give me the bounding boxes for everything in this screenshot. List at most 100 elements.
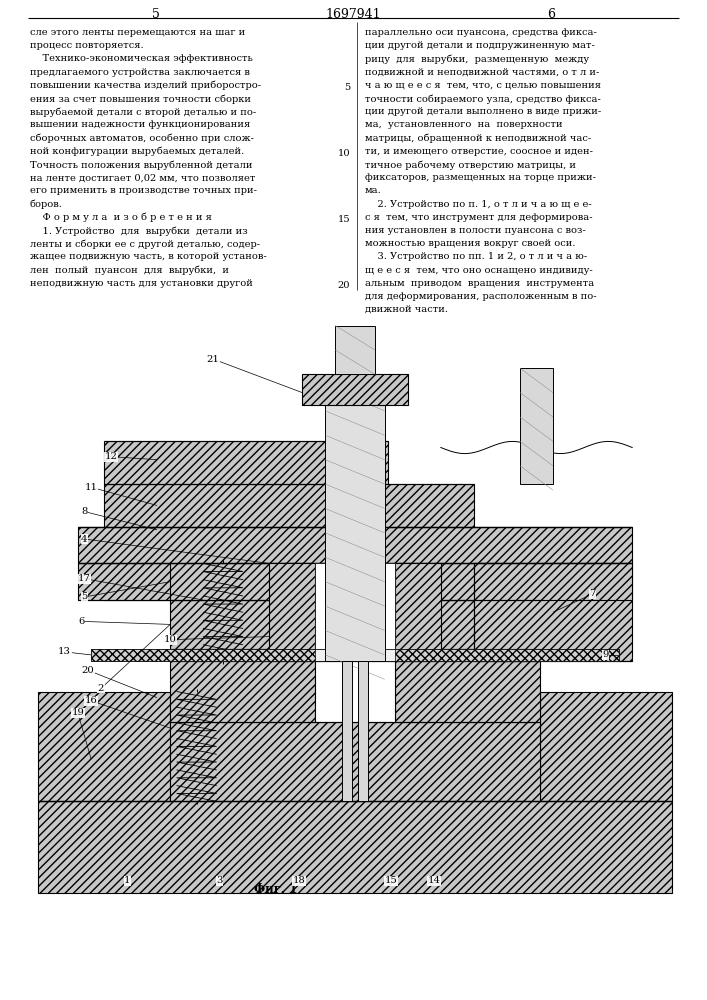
Polygon shape	[91, 649, 315, 661]
Text: 5: 5	[151, 8, 160, 21]
Text: Фиг. 1: Фиг. 1	[254, 883, 298, 896]
Text: его применить в производстве точных при-: его применить в производстве точных при-	[30, 186, 257, 195]
Text: ения за счет повышения точности сборки: ения за счет повышения точности сборки	[30, 94, 251, 104]
Text: ленты и сборки ее с другой деталью, содер-: ленты и сборки ее с другой деталью, соде…	[30, 239, 260, 249]
Text: 19: 19	[71, 708, 84, 717]
Polygon shape	[335, 326, 375, 374]
Text: Ф о р м у л а  и з о б р е т е н и я: Ф о р м у л а и з о б р е т е н и я	[30, 213, 212, 222]
Text: 15: 15	[385, 876, 398, 885]
Polygon shape	[540, 563, 632, 600]
Text: точности собираемого узла, средство фикса-: точности собираемого узла, средство фикс…	[365, 94, 601, 104]
Text: 1: 1	[124, 876, 131, 885]
Text: жащее подвижную часть, в которой установ-: жащее подвижную часть, в которой установ…	[30, 252, 267, 261]
Polygon shape	[302, 374, 408, 405]
Polygon shape	[315, 661, 395, 722]
Polygon shape	[395, 563, 440, 661]
Text: матрицы, обращенной к неподвижной час-: матрицы, обращенной к неподвижной час-	[365, 134, 591, 143]
Text: параллельно оси пуансона, средства фикса-: параллельно оси пуансона, средства фикса…	[365, 28, 597, 37]
Text: 21: 21	[206, 355, 220, 364]
Text: движной части.: движной части.	[365, 305, 448, 314]
Text: 1697941: 1697941	[326, 8, 381, 21]
Polygon shape	[78, 563, 170, 600]
Text: 7: 7	[590, 589, 596, 598]
Text: 20: 20	[337, 281, 350, 290]
Text: 11: 11	[85, 483, 98, 492]
Text: боров.: боров.	[30, 200, 63, 209]
Polygon shape	[170, 722, 540, 801]
Text: альным  приводом  вращения  инструмента: альным приводом вращения инструмента	[365, 279, 595, 288]
Text: ч а ю щ е е с я  тем, что, с целью повышения: ч а ю щ е е с я тем, что, с целью повыше…	[365, 81, 601, 90]
Text: щ е е с я  тем, что оно оснащено индивиду-: щ е е с я тем, что оно оснащено индивиду…	[365, 266, 592, 275]
Text: предлагаемого устройства заключается в: предлагаемого устройства заключается в	[30, 68, 250, 77]
Text: ной конфигурации вырубаемых деталей.: ной конфигурации вырубаемых деталей.	[30, 147, 244, 156]
Text: ции другой детали выполнено в виде прижи-: ции другой детали выполнено в виде прижи…	[365, 107, 601, 116]
Text: ма,  установленного  на  поверхности: ма, установленного на поверхности	[365, 120, 563, 129]
Text: 14: 14	[428, 876, 440, 885]
Text: тичное рабочему отверстию матрицы, и: тичное рабочему отверстию матрицы, и	[365, 160, 576, 169]
Text: 12: 12	[105, 452, 117, 461]
Text: вырубаемой детали с второй деталью и по-: вырубаемой детали с второй деталью и по-	[30, 107, 256, 117]
Text: ма.: ма.	[365, 186, 382, 195]
Polygon shape	[474, 563, 632, 661]
Text: 15: 15	[337, 215, 350, 224]
Text: сле этого ленты перемещаются на шаг и: сле этого ленты перемещаются на шаг и	[30, 28, 245, 37]
Polygon shape	[78, 527, 632, 563]
Text: Технико-экономическая эффективность: Технико-экономическая эффективность	[30, 54, 252, 63]
Text: рицу  для  вырубки,  размещенную  между: рицу для вырубки, размещенную между	[365, 54, 589, 64]
Text: фиксаторов, размещенных на торце прижи-: фиксаторов, размещенных на торце прижи-	[365, 173, 596, 182]
Text: 5: 5	[344, 83, 350, 92]
Polygon shape	[315, 563, 395, 649]
Text: 2: 2	[98, 684, 104, 693]
Text: повышении качества изделий приборостро-: повышении качества изделий приборостро-	[30, 81, 261, 90]
Polygon shape	[38, 801, 672, 893]
Text: 5: 5	[81, 592, 88, 601]
Text: 20: 20	[81, 666, 94, 675]
Polygon shape	[315, 600, 395, 649]
Text: 18: 18	[293, 876, 305, 885]
Text: вышении надежности функционирования: вышении надежности функционирования	[30, 120, 250, 129]
Polygon shape	[395, 600, 540, 649]
Text: на ленте достигает 0,02 мм, что позволяет: на ленте достигает 0,02 мм, что позволяе…	[30, 173, 255, 182]
Polygon shape	[170, 661, 315, 722]
Polygon shape	[170, 600, 315, 649]
Polygon shape	[269, 563, 315, 661]
Text: неподвижную часть для установки другой: неподвижную часть для установки другой	[30, 279, 253, 288]
Text: 3. Устройство по пп. 1 и 2, о т л и ч а ю-: 3. Устройство по пп. 1 и 2, о т л и ч а …	[365, 252, 588, 261]
Text: 9: 9	[602, 650, 609, 659]
Text: 6: 6	[78, 617, 84, 626]
Polygon shape	[104, 484, 474, 527]
Polygon shape	[104, 441, 388, 484]
Text: ции другой детали и подпружиненную мат-: ции другой детали и подпружиненную мат-	[365, 41, 595, 50]
Text: для деформирования, расположенным в по-: для деформирования, расположенным в по-	[365, 292, 597, 301]
Polygon shape	[341, 661, 351, 801]
Polygon shape	[395, 661, 540, 722]
Text: сборочных автоматов, особенно при слож-: сборочных автоматов, особенно при слож-	[30, 134, 254, 143]
Text: 1. Устройство  для  вырубки  детали из: 1. Устройство для вырубки детали из	[30, 226, 247, 235]
Polygon shape	[540, 692, 672, 801]
Polygon shape	[104, 563, 606, 600]
Text: 4: 4	[81, 534, 88, 544]
Text: 10: 10	[337, 149, 350, 158]
Polygon shape	[325, 386, 385, 661]
Polygon shape	[395, 649, 619, 661]
Text: подвижной и неподвижной частями, о т л и-: подвижной и неподвижной частями, о т л и…	[365, 68, 600, 77]
Text: лен  полый  пуансон  для  вырубки,  и: лен полый пуансон для вырубки, и	[30, 266, 229, 275]
Text: 10: 10	[164, 635, 177, 644]
Text: 6: 6	[547, 8, 556, 21]
Text: 16: 16	[85, 696, 98, 705]
Text: 13: 13	[58, 647, 71, 656]
Text: можностью вращения вокруг своей оси.: можностью вращения вокруг своей оси.	[365, 239, 575, 248]
Text: 17: 17	[78, 574, 90, 583]
Polygon shape	[358, 661, 368, 801]
Polygon shape	[38, 692, 170, 801]
Text: процесс повторяется.: процесс повторяется.	[30, 41, 144, 50]
Text: 3: 3	[216, 876, 223, 885]
Text: 8: 8	[81, 507, 88, 516]
Polygon shape	[91, 649, 619, 661]
Text: с я  тем, что инструмент для деформирова-: с я тем, что инструмент для деформирова-	[365, 213, 592, 222]
Text: Точность положения вырубленной детали: Точность положения вырубленной детали	[30, 160, 252, 169]
Text: ти, и имеющего отверстие, соосное и иден-: ти, и имеющего отверстие, соосное и иден…	[365, 147, 593, 156]
Text: 2. Устройство по п. 1, о т л и ч а ю щ е е-: 2. Устройство по п. 1, о т л и ч а ю щ е…	[365, 200, 592, 209]
Text: ния установлен в полости пуансона с воз-: ния установлен в полости пуансона с воз-	[365, 226, 586, 235]
Polygon shape	[520, 368, 553, 484]
